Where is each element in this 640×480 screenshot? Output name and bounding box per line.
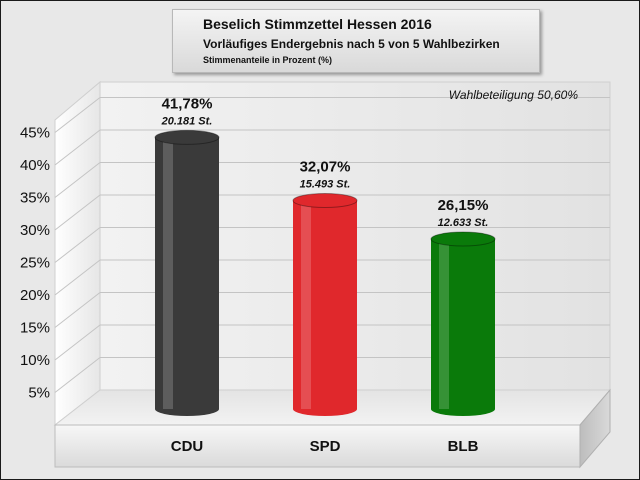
bars [154, 129, 496, 416]
value-label: 41,78% [162, 95, 213, 112]
category-label: SPD [310, 438, 341, 455]
bar-highlight [439, 239, 449, 409]
gridline-side [54, 324, 101, 361]
y-axis-ticks: 5% 10% 15% 20% 25% 30% 35% 40% 45% [20, 125, 50, 402]
y-tick-label: 30% [20, 222, 50, 239]
chart-title: Beselich Stimmzettel Hessen 2016 [203, 16, 432, 32]
y-tick-label: 25% [20, 255, 50, 272]
bar-blb [430, 231, 496, 416]
y-tick-label: 40% [20, 157, 50, 174]
gridline-side [54, 227, 101, 263]
turnout-annotation: Wahlbeteiligung 50,60% [449, 88, 579, 102]
y-tick-label: 10% [20, 352, 50, 369]
value-label: 32,07% [300, 159, 351, 176]
chart-unit-note: Stimmenanteile in Prozent (%) [203, 55, 333, 65]
bar-top [154, 129, 220, 145]
votes-label: 15.493 St. [300, 179, 351, 191]
category-label: CDU [171, 438, 204, 455]
gridline-side [54, 357, 101, 393]
gridline-side [54, 292, 101, 328]
gridline-side [54, 162, 101, 198]
gridline-side [54, 129, 101, 166]
bar-body [293, 200, 357, 416]
y-tick-label: 45% [20, 125, 50, 142]
bar-highlight [301, 200, 311, 409]
gridline-side [54, 97, 101, 133]
base-side [579, 388, 611, 469]
bar-top [430, 231, 496, 247]
bar-cdu [154, 129, 220, 416]
votes-label: 20.181 St. [161, 115, 213, 127]
y-tick-label: 15% [20, 320, 50, 337]
y-tick-label: 20% [20, 287, 50, 304]
data-labels: 41,78% 20.181 St. 32,07% 15.493 St. 26,15% 12… [161, 95, 489, 229]
gridline-side [54, 259, 101, 296]
bar-top [292, 193, 358, 209]
bar-spd [292, 193, 358, 416]
title-panel: Beselich Stimmzettel Hessen 2016 Vorläuf… [172, 9, 540, 73]
bar-body [431, 239, 495, 416]
value-label: 26,15% [438, 197, 489, 214]
y-tick-label: 5% [28, 385, 50, 402]
gridline-side [54, 194, 101, 231]
votes-label: 12.633 St. [438, 217, 489, 229]
chart-subtitle: Vorläufiges Endergebnis nach 5 von 5 Wah… [203, 37, 500, 51]
y-tick-label: 35% [20, 190, 50, 207]
category-label: BLB [448, 438, 479, 455]
bar-highlight [163, 137, 173, 409]
bar-body [155, 137, 219, 416]
category-labels: CDU SPD BLB [171, 438, 479, 455]
left-wall [54, 80, 101, 427]
